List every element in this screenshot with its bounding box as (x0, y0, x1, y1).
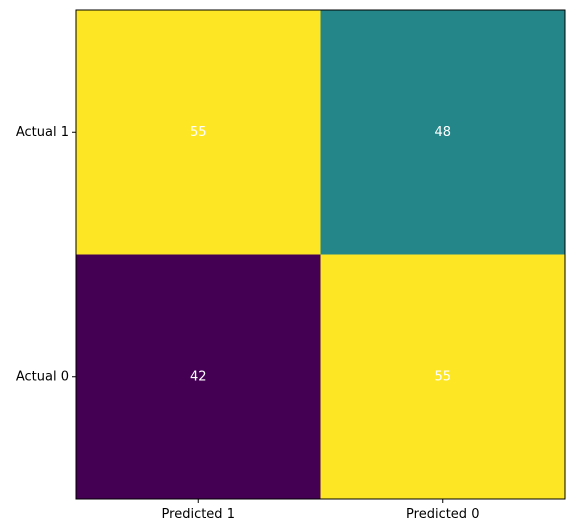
y-tick-label: Actual 1 (16, 125, 69, 140)
x-tick-label: Predicted 1 (162, 507, 235, 522)
heatmap-cell (320, 10, 565, 255)
cell-value-label: 55 (190, 125, 207, 140)
heatmap-cell-labels: 55 48 42 55 (190, 125, 451, 385)
plot-frame (75, 9, 566, 500)
cell-value-label: 42 (190, 369, 207, 384)
cell-value-label: 55 (434, 369, 451, 384)
y-tick-label: Actual 0 (16, 369, 69, 384)
heatmap-cell (76, 10, 321, 255)
heatmap-cell (76, 254, 321, 499)
y-axis-ticks: Actual 1 Actual 0 (16, 125, 76, 384)
heatmap-cells (76, 10, 565, 499)
heatmap-cell (320, 254, 565, 499)
x-axis-ticks: Predicted 1 Predicted 0 (162, 499, 479, 522)
cell-value-label: 48 (434, 125, 451, 140)
x-tick-label: Predicted 0 (406, 507, 479, 522)
